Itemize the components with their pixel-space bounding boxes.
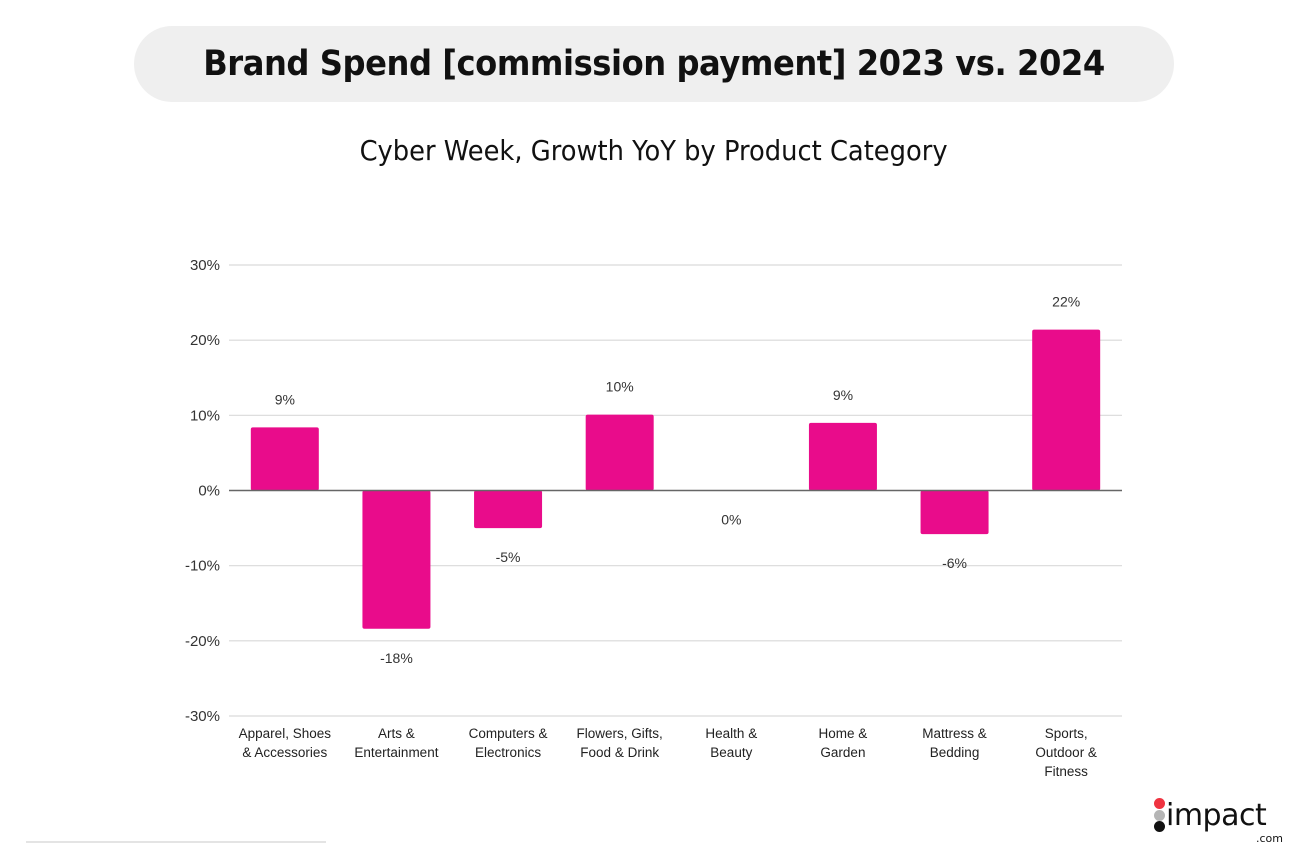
y-tick-label: -20% [185, 633, 220, 650]
x-tick-label: Apparel, Shoes & Accessories [239, 726, 332, 760]
logo-black-dot-icon [1154, 821, 1165, 832]
x-tick-label-line: Beauty [710, 745, 752, 760]
chart-subtitle-text: Cyber Week, Growth YoY by Product Catego… [359, 134, 949, 167]
data-label: 22% [1052, 294, 1080, 310]
x-tick-label-line: Entertainment [354, 745, 438, 760]
data-label: -18% [380, 650, 413, 666]
y-tick-label: 10% [190, 407, 220, 424]
y-tick-label: 20% [190, 332, 220, 349]
logo-wordmark: impact [1166, 798, 1267, 833]
x-tick-label: Flowers, Gifts, Food & Drink [577, 726, 663, 760]
bar [362, 490, 431, 629]
x-tick-label-line: Home & [819, 726, 868, 741]
bar [808, 422, 877, 491]
footer-divider [26, 841, 326, 843]
chart-subtitle: Cyber Week, Growth YoY by Product Catego… [0, 134, 1308, 167]
y-tick-label: -30% [185, 708, 220, 725]
x-tick-label: Home & Garden [819, 726, 868, 760]
x-tick-label-line: Bedding [930, 745, 980, 760]
x-tick-label: Sports, Outdoor & Fitness [1035, 726, 1097, 779]
x-tick-label: Arts & Entertainment [354, 726, 438, 760]
page-title: Brand Spend [commission payment] 2023 vs… [203, 44, 1105, 84]
bar [1032, 329, 1101, 491]
data-label: 9% [833, 387, 853, 403]
logo-red-dot-icon [1154, 798, 1165, 809]
bar [250, 427, 319, 491]
y-tick-label: 30% [190, 257, 220, 274]
x-tick-label-line: Apparel, Shoes [239, 726, 332, 741]
x-tick-label: Health & Beauty [705, 726, 757, 760]
bar [920, 490, 989, 535]
x-tick-label-line: Flowers, Gifts, [577, 726, 663, 741]
x-tick-label-line: Electronics [475, 745, 541, 760]
data-label: -6% [942, 555, 967, 571]
x-tick-label-line: Food & Drink [580, 745, 659, 760]
x-tick-label: Computers & Electronics [469, 726, 548, 760]
data-label: -5% [496, 549, 521, 565]
impact-logo: impact .com [1152, 796, 1292, 846]
logo-gray-dot-icon [1154, 810, 1165, 821]
data-label: 9% [275, 391, 295, 407]
x-tick-label-line: Garden [820, 745, 865, 760]
x-axis-categories: Apparel, Shoes & Accessories Arts & Enterta… [239, 726, 1097, 779]
bar [585, 414, 654, 491]
title-banner: Brand Spend [commission payment] 2023 vs… [134, 26, 1174, 102]
logo-suffix: .com [1256, 832, 1283, 845]
x-tick-label: Mattress & Bedding [922, 726, 987, 760]
y-tick-label: -10% [185, 558, 220, 575]
data-label: 10% [606, 379, 634, 395]
y-axis-ticks: 30% 20% 10% 0% -10% -20% -30% [185, 257, 220, 725]
x-tick-label-line: Sports, [1045, 726, 1088, 741]
x-tick-label-line: & Accessories [242, 745, 327, 760]
x-tick-label-line: Fitness [1044, 764, 1088, 779]
y-tick-label: 0% [198, 483, 220, 500]
x-tick-label-line: Computers & [469, 726, 548, 741]
x-tick-label-line: Outdoor & [1035, 745, 1097, 760]
bar [474, 490, 543, 529]
x-tick-label-line: Health & [705, 726, 757, 741]
data-labels: 9% -18% -5% 10% 0% 9% -6% 22% [275, 294, 1081, 666]
bars [250, 329, 1101, 629]
gridlines [229, 264, 1122, 717]
data-label: 0% [721, 512, 741, 528]
x-tick-label-line: Mattress & [922, 726, 987, 741]
x-tick-label-line: Arts & [378, 726, 415, 741]
